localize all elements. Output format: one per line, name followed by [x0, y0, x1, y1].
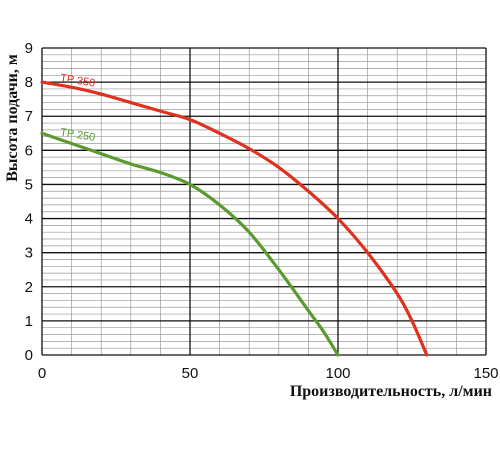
series-label-tp-250: TP 250: [59, 127, 96, 144]
y-tick-label: 6: [25, 142, 33, 159]
y-tick-label: 9: [25, 40, 33, 57]
y-tick-label: 3: [25, 245, 33, 262]
series-layer: TP 350 TP 250: [40, 72, 429, 357]
tick-labels: 0 50 100 150 0 1 2 3 4 5 6 7 8 9: [25, 40, 499, 382]
series-line-tp-250: [40, 131, 340, 357]
x-tick-label: 0: [38, 365, 46, 382]
grid: [41, 47, 487, 356]
y-tick-label: 0: [25, 347, 33, 364]
y-axis-label: Высота подачи, м: [4, 54, 21, 182]
x-tick-label: 100: [325, 365, 350, 382]
y-tick-label: 1: [25, 313, 33, 330]
y-tick-label: 8: [25, 74, 33, 91]
x-axis-label: Производительность, л/мин: [290, 383, 492, 400]
y-tick-label: 7: [25, 108, 33, 125]
y-tick-label: 2: [25, 279, 33, 296]
y-tick-label: 5: [25, 176, 33, 193]
series-line-tp-350: [40, 80, 429, 357]
y-tick-label: 4: [25, 211, 33, 228]
series-label-tp-350: TP 350: [59, 72, 96, 89]
x-tick-label: 150: [473, 365, 498, 382]
x-tick-label: 50: [182, 365, 199, 382]
